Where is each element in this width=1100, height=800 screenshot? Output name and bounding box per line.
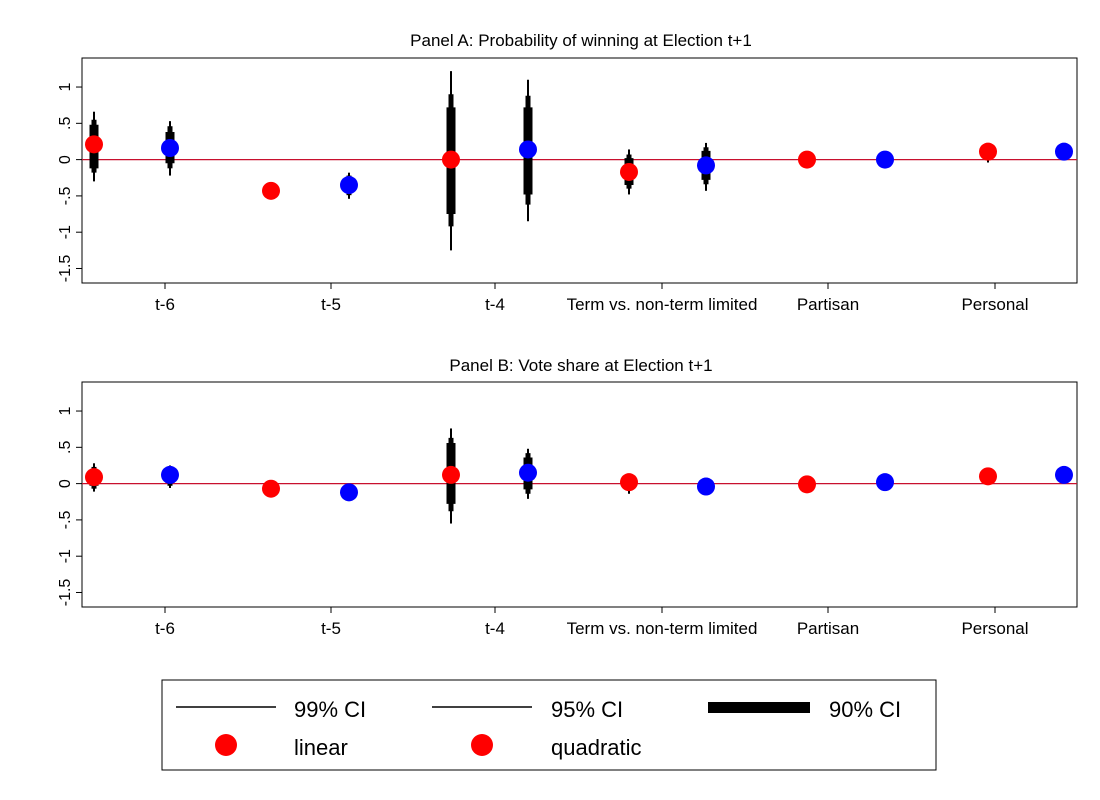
estimate-point-personal-linear (979, 142, 997, 161)
estimate-point-t-5-linear (262, 479, 280, 498)
panel-b-marks (82, 428, 1077, 524)
panel-b-plot-area (81, 381, 1078, 608)
estimate-point-t-4-linear (442, 465, 460, 484)
estimate-point-t-6-quadratic (161, 139, 179, 157)
estimate-point-t-6-quadratic (161, 465, 179, 484)
panel-b-y-axis: 1 .5 0 -.5 -1 -1.5 (57, 406, 82, 606)
x-tick-label-partisan: Partisan (797, 619, 859, 638)
panel-b-x-axis: t-6 t-5 t-4 Term vs. non-term limited Partis… (155, 607, 1029, 638)
legend-99-ci-label: 99% CI (294, 697, 366, 722)
estimate-point-partisan-quadratic (876, 473, 894, 492)
estimate-point-partisan-linear (798, 475, 816, 494)
x-tick-label-t-6: t-6 (155, 619, 175, 638)
legend-quadratic-marker (471, 734, 493, 756)
y-tick-label: -1 (57, 549, 74, 563)
x-tick-label-t-5: t-5 (321, 619, 341, 638)
estimate-point-partisan-quadratic (876, 150, 894, 169)
y-tick-label: 1 (57, 82, 74, 91)
legend-90-ci-swatch (708, 702, 810, 713)
x-tick-label-t-4: t-4 (485, 295, 505, 314)
panel-a-x-axis: t-6 t-5 t-4 Term vs. non-term limited Partis… (155, 283, 1029, 314)
legend-90-ci-label: 90% CI (829, 697, 901, 722)
panel-a-title: Panel A: Probability of winning at Elect… (410, 31, 752, 50)
legend: 99% CI 95% CI 90% CI linear quadratic (161, 679, 937, 771)
y-tick-label: 1 (57, 406, 74, 415)
legend-box (161, 679, 937, 771)
panel-a-plot-area (81, 57, 1078, 284)
x-tick-label-personal: Personal (961, 295, 1028, 314)
estimate-point-t-6-linear (85, 135, 103, 154)
estimate-point-term-vs-non-term-limited-quadratic (697, 156, 715, 175)
estimate-point-t-4-quadratic (519, 140, 537, 159)
y-tick-label: 0 (57, 479, 74, 488)
legend-linear-marker (215, 734, 237, 756)
panel-a: Panel A: Probability of winning at Elect… (57, 31, 1078, 314)
x-tick-label-term-vs-non-term-limited: Term vs. non-term limited (567, 295, 758, 314)
x-tick-label-t-6: t-6 (155, 295, 175, 314)
y-tick-label: -1.5 (57, 579, 74, 607)
estimate-point-t-5-linear (262, 181, 280, 200)
estimate-point-personal-quadratic (1055, 465, 1073, 484)
panel-a-marks (82, 71, 1077, 251)
panel-b: Panel B: Vote share at Election t+1 1 .5 0… (57, 356, 1078, 638)
estimate-point-partisan-linear (798, 150, 816, 169)
estimate-point-term-vs-non-term-limited-linear (620, 473, 638, 492)
x-tick-label-t-5: t-5 (321, 295, 341, 314)
estimate-point-personal-quadratic (1055, 142, 1073, 161)
panel-b-title: Panel B: Vote share at Election t+1 (449, 356, 712, 375)
legend-quadratic-label: quadratic (551, 735, 642, 760)
panel-a-y-axis: 1 .5 0 -.5 -1 -1.5 (57, 82, 82, 282)
estimate-point-t-4-linear (442, 150, 460, 169)
y-tick-label: .5 (57, 441, 74, 454)
estimate-point-t-5-quadratic (340, 483, 358, 502)
x-tick-label-personal: Personal (961, 619, 1028, 638)
x-tick-label-partisan: Partisan (797, 295, 859, 314)
y-tick-label: -.5 (57, 510, 74, 529)
estimate-point-t-6-linear (85, 468, 103, 487)
x-tick-label-t-4: t-4 (485, 619, 505, 638)
estimate-point-term-vs-non-term-limited-linear (620, 162, 638, 181)
estimate-point-term-vs-non-term-limited-quadratic (697, 477, 715, 496)
y-tick-label: -1 (57, 225, 74, 239)
y-tick-label: -.5 (57, 186, 74, 205)
legend-95-ci-label: 95% CI (551, 697, 623, 722)
legend-linear-label: linear (294, 735, 348, 760)
y-tick-label: -1.5 (57, 255, 74, 283)
estimate-point-personal-linear (979, 467, 997, 486)
estimate-point-t-4-quadratic (519, 463, 537, 482)
x-tick-label-term-vs-non-term-limited: Term vs. non-term limited (567, 619, 758, 638)
y-tick-label: .5 (57, 117, 74, 130)
y-tick-label: 0 (57, 155, 74, 164)
estimate-point-t-5-quadratic (340, 176, 358, 195)
